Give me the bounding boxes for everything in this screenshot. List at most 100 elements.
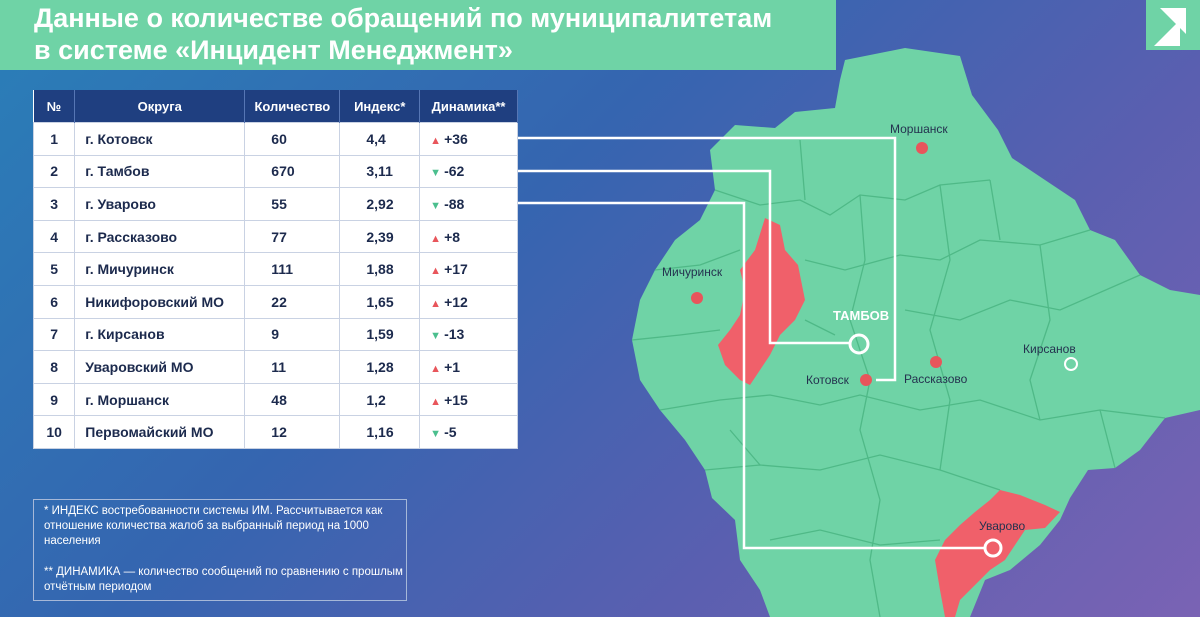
cell-index: 1,2 (339, 382, 421, 417)
header-number: № (33, 90, 76, 123)
logo-icon (1146, 0, 1200, 50)
cell-dynamics: ▼ -88 (419, 187, 518, 221)
cell-index: 1,59 (339, 317, 421, 352)
dynamics-value: -5 (444, 424, 457, 441)
dynamics-value: +8 (444, 228, 461, 245)
table-row: 9 г. Моршанск 48 1,2 ▲ +15 (32, 382, 518, 417)
footnote-dynamics: ** ДИНАМИКА — количество сообщений по ср… (44, 566, 403, 593)
cell-district: г. Моршанск (74, 382, 246, 417)
city-dot-michurinsk (691, 292, 703, 304)
header-count: Количество (244, 90, 341, 123)
cell-index: 4,4 (339, 122, 421, 156)
label-morshansk: Моршанск (890, 122, 948, 136)
cell-count: 670 (244, 154, 341, 189)
cell-index: 2,39 (339, 219, 421, 254)
cell-number: 7 (32, 317, 76, 352)
cell-count: 12 (244, 415, 341, 449)
triangle-up-icon: ▲ (430, 265, 445, 278)
page-title-line-2: в системе «Инцидент Менеджмент» (34, 35, 513, 65)
triangle-down-icon: ▼ (430, 428, 445, 441)
label-michurinsk: Мичуринск (662, 265, 723, 279)
connector-tambov (518, 169, 850, 345)
footnotes-box: * ИНДЕКС востребованности системы ИМ. Ра… (33, 499, 407, 601)
district-borders (631, 139, 1166, 617)
cell-district: г. Уварово (74, 187, 246, 221)
cell-count: 111 (244, 252, 341, 286)
table-row: 7 г. Кирсанов 9 1,59 ▼ -13 (32, 317, 518, 352)
cell-dynamics: ▲ +8 (419, 219, 518, 254)
label-kotovsk: Котовск (806, 373, 850, 387)
table-row: 1 г. Котовск 60 4,4 ▲ +36 (32, 122, 518, 156)
cell-count: 77 (244, 219, 341, 254)
footnote-index: * ИНДЕКС востребованности системы ИМ. Ра… (44, 505, 383, 547)
table-row: 2 г. Тамбов 670 3,11 ▼ -62 (32, 154, 518, 189)
cell-number: 9 (32, 382, 76, 417)
city-dot-morshansk (916, 142, 928, 154)
city-dot-rasskazovo (930, 356, 942, 368)
triangle-up-icon: ▲ (430, 232, 445, 245)
triangle-up-icon: ▲ (430, 134, 445, 147)
table-row: 5 г. Мичуринск 111 1,88 ▲ +17 (32, 252, 518, 286)
dynamics-value: -13 (444, 326, 465, 343)
cell-dynamics: ▼ -5 (419, 415, 518, 449)
page-title-line-1: Данные о количестве обращений по муницип… (34, 3, 773, 33)
cell-count: 48 (244, 382, 341, 417)
cell-dynamics: ▲ +17 (419, 252, 518, 286)
triangle-down-icon: ▼ (430, 330, 445, 343)
highlight-michurinsk (718, 218, 805, 385)
connector-kotovsk (518, 136, 897, 382)
city-marker-kirsanov (1064, 357, 1078, 371)
cell-district: г. Мичуринск (74, 252, 246, 286)
connector-lines (518, 136, 985, 550)
cell-dynamics: ▼ -62 (419, 154, 518, 189)
label-tambov: ТАМБОВ (833, 308, 889, 323)
dynamics-value: -88 (444, 195, 465, 212)
cell-district: Первомайский МО (74, 415, 246, 449)
triangle-up-icon: ▲ (430, 362, 445, 375)
cell-number: 5 (32, 252, 76, 286)
table-row: 3 г. Уварово 55 2,92 ▼ -88 (32, 187, 518, 221)
cell-number: 1 (32, 122, 76, 156)
triangle-down-icon: ▼ (430, 167, 445, 180)
triangle-down-icon: ▼ (430, 199, 445, 212)
cell-count: 11 (244, 350, 341, 384)
cell-index: 3,11 (339, 154, 421, 189)
city-marker-tambov (848, 333, 870, 355)
cell-dynamics: ▲ +1 (419, 350, 518, 384)
cell-number: 6 (32, 284, 76, 319)
cell-dynamics: ▲ +15 (419, 382, 518, 417)
cell-count: 60 (244, 122, 341, 156)
cell-dynamics: ▲ +36 (419, 122, 518, 156)
triangle-up-icon: ▲ (430, 297, 445, 310)
cell-index: 1,16 (339, 415, 421, 449)
dynamics-value: +12 (444, 293, 468, 310)
dynamics-value: +17 (444, 261, 468, 278)
cell-district: г. Тамбов (74, 154, 246, 189)
header-dynamics: Динамика** (419, 90, 518, 123)
region-shape (632, 48, 1200, 617)
cell-dynamics: ▼ -13 (419, 317, 518, 352)
label-uvarovo: Уварово (979, 519, 1025, 533)
triangle-up-icon: ▲ (430, 395, 445, 408)
cell-number: 8 (32, 350, 76, 384)
cell-district: г. Рассказово (74, 219, 246, 254)
dynamics-value: +1 (444, 358, 461, 375)
label-kirsanov: Кирсанов (1023, 342, 1076, 356)
cell-district: г. Котовск (74, 122, 246, 156)
table-row: 4 г. Рассказово 77 2,39 ▲ +8 (32, 219, 518, 254)
city-dot-kotovsk (860, 374, 872, 386)
dynamics-value: -62 (444, 163, 465, 180)
label-rasskazovo: Рассказово (904, 372, 968, 386)
cell-district: г. Кирсанов (74, 317, 246, 352)
city-marker-uvarovo (983, 538, 1003, 558)
appeals-table: № Округа Количество Индекс* Динамика** 1… (32, 90, 518, 449)
cell-index: 1,65 (339, 284, 421, 319)
cell-number: 10 (32, 415, 76, 449)
table-row: 8 Уваровский МО 11 1,28 ▲ +1 (32, 350, 518, 384)
title-bar: Данные о количестве обращений по муницип… (0, 0, 836, 70)
cell-index: 1,28 (339, 350, 421, 384)
dynamics-value: +36 (444, 130, 468, 147)
table-row: 6 Никифоровский МО 22 1,65 ▲ +12 (32, 284, 518, 319)
cell-count: 9 (244, 317, 341, 352)
